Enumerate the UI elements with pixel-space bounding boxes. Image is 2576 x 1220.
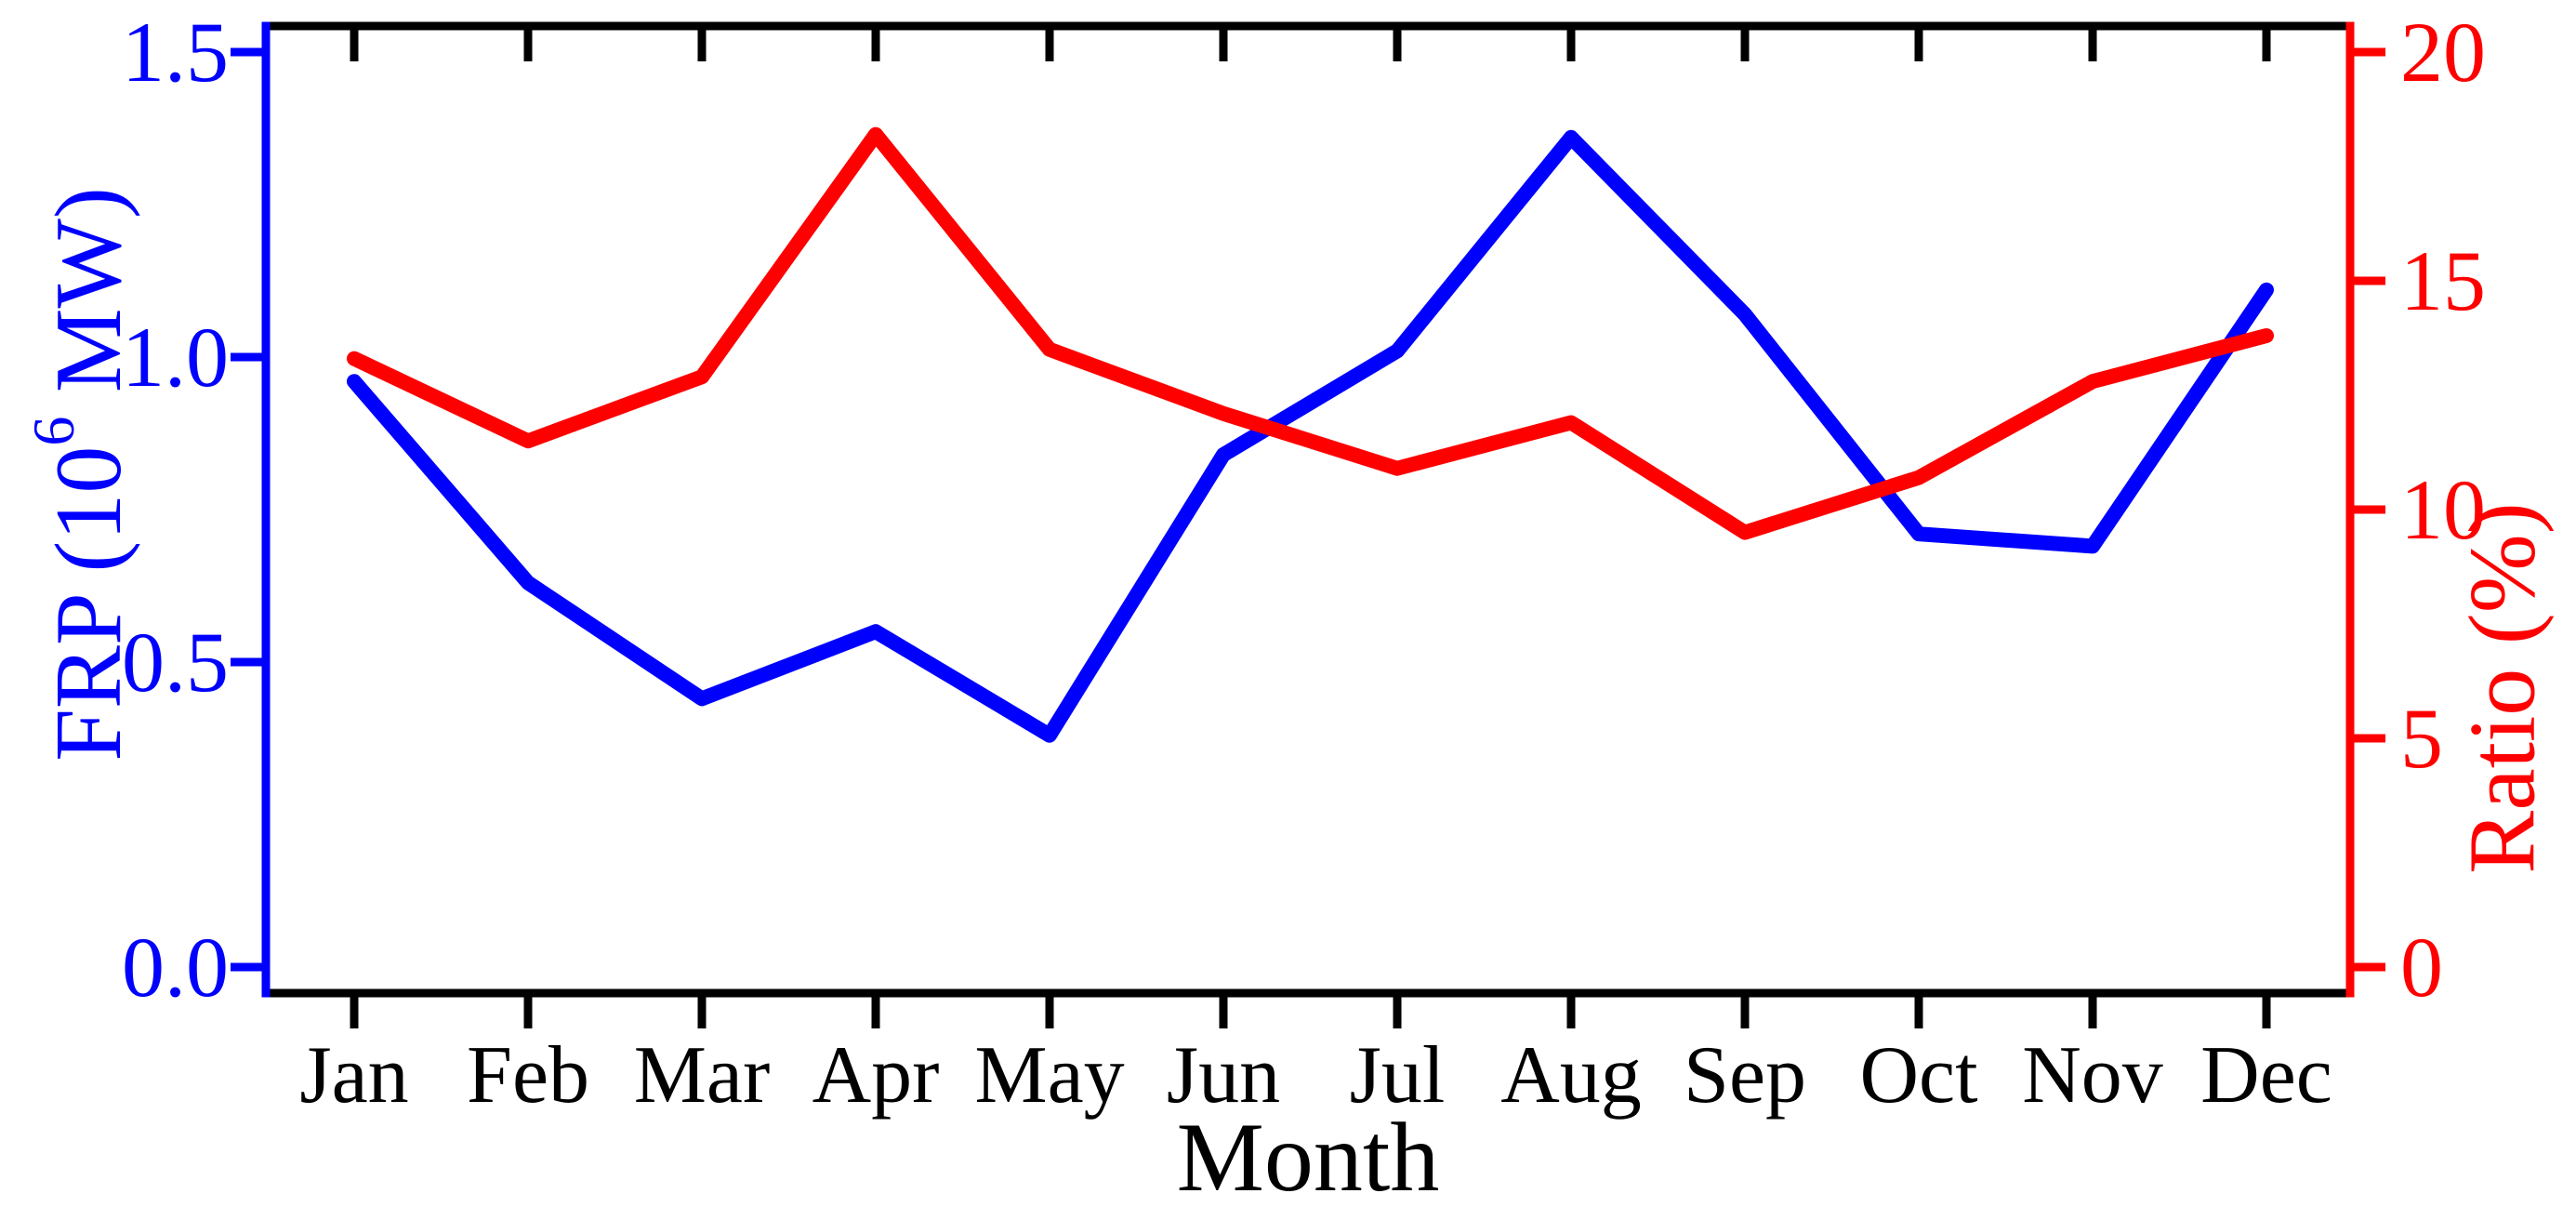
x-tick-label: May [974,1030,1124,1121]
y-axis-left-tick-labels: 0.0 0.5 1.0 1.5 [122,5,229,1014]
x-tick-label: Nov [2022,1030,2163,1121]
y-left-tick-label: 0.5 [122,615,229,709]
y-left-tick-label: 1.0 [122,310,229,404]
x-tick-label: Dec [2200,1030,2332,1121]
y-right-tick-label: 20 [2400,5,2486,99]
y-right-tick-label: 15 [2400,233,2486,328]
x-tick-label: Mar [634,1030,771,1121]
y-left-tick-label: 0.0 [122,920,229,1014]
y-axis-right-title: Ratio (%) [2451,502,2556,873]
y-axis-left-ticks [231,47,266,972]
series-line-frp [347,129,2274,743]
x-tick-label: Jan [299,1030,408,1121]
x-axis-tick-labels: Jan Feb Mar Apr May Jun Jul Aug Sep Oct Nov Dec [299,1030,2332,1121]
y-right-tick-label: 5 [2400,691,2443,786]
plot-frame [261,21,2355,998]
y-axis-right-ticks [2350,47,2385,972]
x-axis-top-ticks [350,26,2271,61]
y-axis-left-title: FRP (106 MW) [20,187,141,762]
y-right-tick-label: 10 [2400,462,2486,557]
x-axis-title: Month [1177,1103,1440,1212]
x-axis-bottom-ticks [350,993,2271,1028]
x-tick-label: Aug [1500,1030,1642,1121]
series-line-ratio [347,126,2274,540]
x-tick-label: Feb [467,1030,589,1121]
data-series-lines [347,126,2274,743]
y-axis-right-tick-labels: 0 5 10 15 20 [2400,5,2486,1014]
x-tick-label: Sep [1684,1030,1806,1121]
x-tick-label: Apr [812,1030,940,1121]
y-left-tick-label: 1.5 [122,5,229,99]
x-tick-label: Oct [1859,1030,1977,1121]
y-right-tick-label: 0 [2400,920,2443,1014]
x-tick-label: Jun [1167,1030,1280,1121]
x-tick-label: Jul [1350,1030,1446,1121]
